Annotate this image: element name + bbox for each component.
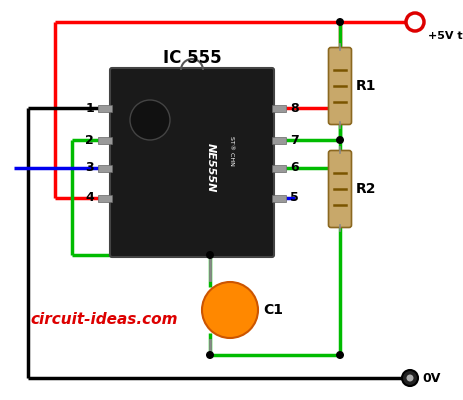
- Text: 5: 5: [289, 192, 298, 204]
- Text: 4: 4: [85, 192, 94, 204]
- Circle shape: [401, 370, 417, 386]
- Circle shape: [201, 282, 257, 338]
- Text: circuit-ideas.com: circuit-ideas.com: [30, 312, 177, 328]
- Text: ST® CHN: ST® CHN: [229, 136, 234, 166]
- Circle shape: [406, 374, 413, 382]
- Circle shape: [206, 251, 213, 259]
- Text: 0V: 0V: [421, 372, 439, 384]
- Text: 6: 6: [289, 162, 298, 174]
- FancyBboxPatch shape: [98, 104, 112, 112]
- FancyBboxPatch shape: [271, 136, 285, 144]
- FancyBboxPatch shape: [110, 68, 274, 257]
- Circle shape: [335, 351, 343, 359]
- FancyBboxPatch shape: [98, 194, 112, 202]
- FancyBboxPatch shape: [98, 164, 112, 172]
- FancyBboxPatch shape: [98, 136, 112, 144]
- FancyBboxPatch shape: [271, 194, 285, 202]
- Text: R1: R1: [355, 79, 375, 93]
- Text: 2: 2: [85, 134, 94, 146]
- Text: 7: 7: [289, 134, 298, 146]
- Text: 3: 3: [85, 162, 94, 174]
- FancyBboxPatch shape: [328, 48, 351, 124]
- Circle shape: [206, 351, 213, 359]
- Text: +5V to 15V: +5V to 15V: [427, 31, 463, 41]
- Text: 8: 8: [289, 102, 298, 114]
- Text: IC 555: IC 555: [163, 49, 221, 67]
- Text: 1: 1: [85, 102, 94, 114]
- Text: NE555N: NE555N: [206, 143, 216, 192]
- FancyBboxPatch shape: [328, 150, 351, 228]
- Circle shape: [130, 100, 169, 140]
- Circle shape: [335, 136, 343, 144]
- Circle shape: [405, 13, 423, 31]
- Circle shape: [335, 18, 343, 26]
- FancyBboxPatch shape: [271, 104, 285, 112]
- FancyBboxPatch shape: [271, 164, 285, 172]
- Text: R2: R2: [355, 182, 375, 196]
- Text: C1: C1: [263, 303, 282, 317]
